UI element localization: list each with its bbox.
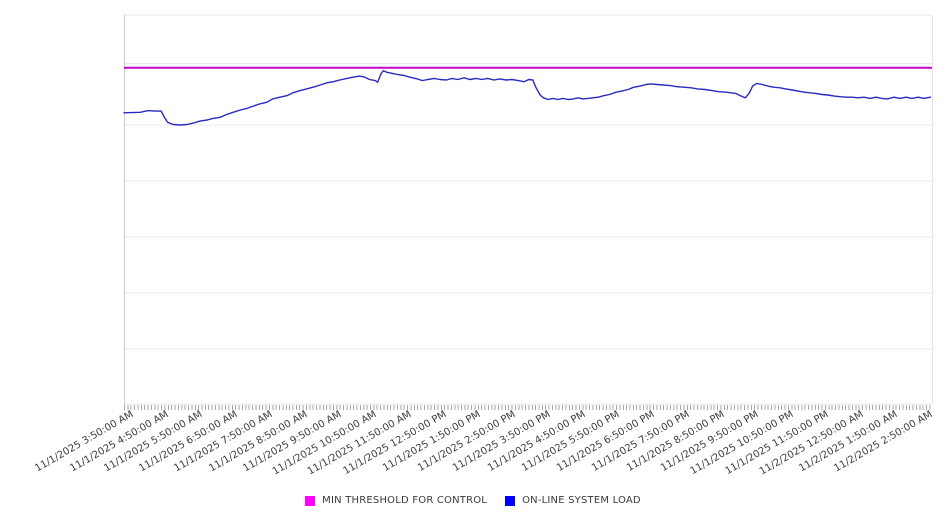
x-axis-tick-comb	[124, 405, 932, 410]
chart-legend: MIN THRESHOLD FOR CONTROL ON-LINE SYSTEM…	[0, 495, 946, 506]
legend-item-online-system-load[interactable]: ON-LINE SYSTEM LOAD	[505, 495, 641, 506]
legend-label: MIN THRESHOLD FOR CONTROL	[322, 495, 488, 506]
online-system-load-line[interactable]	[123, 69, 932, 126]
legend-label: ON-LINE SYSTEM LOAD	[522, 495, 641, 506]
online-system-load-swatch-icon	[505, 495, 516, 506]
plot-area[interactable]	[124, 15, 932, 404]
legend-item-min-threshold[interactable]: MIN THRESHOLD FOR CONTROL	[305, 495, 487, 506]
min-threshold-swatch-icon	[305, 495, 316, 506]
plot-svg	[123, 14, 933, 410]
